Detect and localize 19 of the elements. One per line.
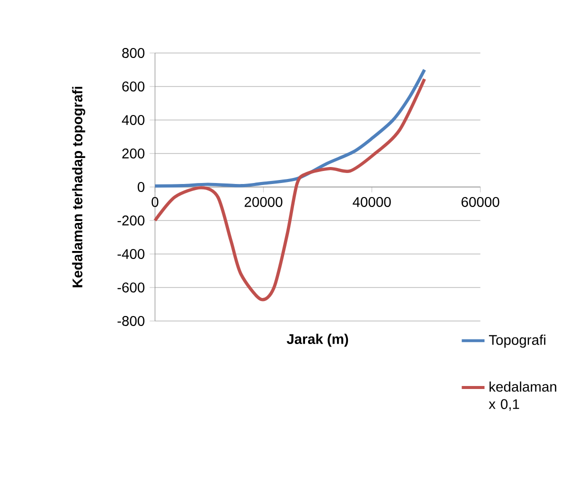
y-tick-label: -800 — [118, 316, 144, 326]
y-tick-label: 200 — [122, 148, 144, 158]
x-tick-label: 20000 — [244, 197, 282, 207]
line-series — [153, 77, 426, 302]
y-tick-label: 0 — [138, 182, 144, 192]
y-axis-title: Kedalaman terhadap topografi — [72, 86, 86, 288]
y-tick-label: -600 — [118, 282, 144, 292]
x-tick-label: 60000 — [462, 197, 500, 207]
x-tick-label: 40000 — [352, 197, 391, 207]
y-tick-label: 600 — [122, 82, 144, 92]
x-tick-label: 0 — [152, 197, 158, 207]
line-series — [153, 68, 426, 188]
y-tick-label: -200 — [118, 216, 144, 226]
x-axis-title: Jarak (m) — [286, 334, 348, 347]
legend-label: kedalaman x 0,1 — [488, 381, 556, 411]
y-tick-label: -400 — [118, 249, 144, 259]
y-tick-label: 800 — [122, 48, 144, 58]
legend-label: Topografi — [488, 334, 546, 348]
y-tick-label: 400 — [122, 115, 144, 125]
